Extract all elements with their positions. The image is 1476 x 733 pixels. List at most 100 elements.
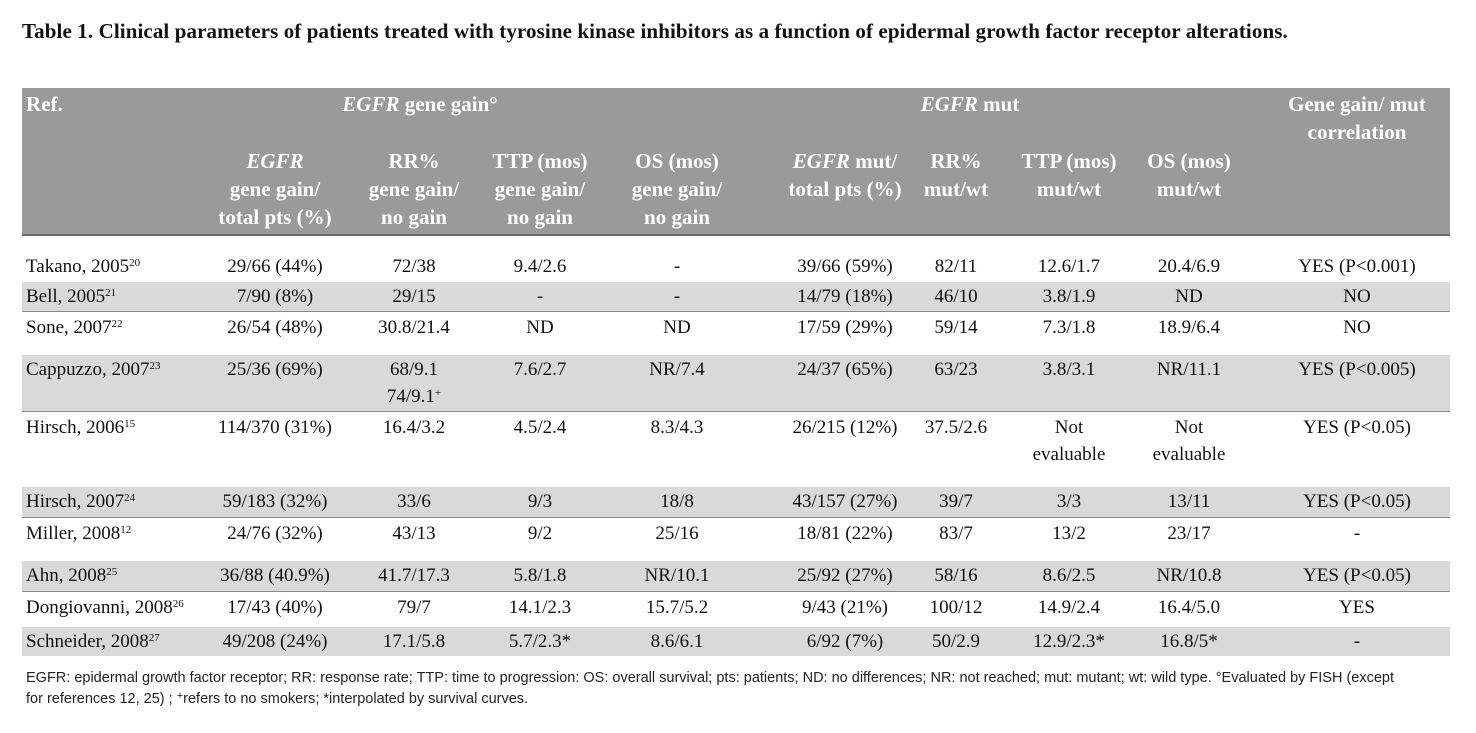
os-gain-cell: 8.6/6.1: [650, 631, 704, 652]
mut-total-cell: 26/215 (12%): [792, 417, 898, 438]
ref-cell: Hirsch, 200615: [26, 417, 136, 438]
corr-cell: YES (P<0.05): [1303, 417, 1411, 438]
os-mut-cell: Not evaluable: [1152, 417, 1226, 465]
table-row: [22, 561, 1450, 591]
header-mut-group: EGFR mut: [920, 92, 1020, 116]
mut-total-cell: 17/59 (29%): [797, 317, 893, 338]
gain-total-cell: 17/43 (40%): [227, 597, 323, 618]
corr-cell: -: [1353, 631, 1361, 652]
ttp-gain-cell: 14.1/2.3: [508, 597, 572, 618]
rr-gain-cell: 29/15: [392, 286, 436, 307]
ttp-mut-cell: 12.9/2.3*: [1033, 631, 1105, 652]
rr-mut-cell: 83/7: [939, 523, 973, 544]
os-gain-cell: NR/7.4: [649, 359, 705, 380]
ttp-gain-cell: 7.6/2.7: [513, 359, 567, 380]
ttp-gain-cell: 5.8/1.8: [513, 565, 567, 586]
os-mut-cell: NR/11.1: [1156, 359, 1222, 380]
rr-mut-cell: 58/16: [934, 565, 978, 586]
header-os-gain: OS (mos) gene gain/ no gain: [631, 149, 723, 229]
table-caption: Table 1. Clinical parameters of patients…: [22, 19, 1288, 43]
header-ttp-gain: TTP (mos) gene gain/ no gain: [492, 149, 588, 229]
os-gain-cell: NR/10.1: [644, 565, 710, 586]
gain-total-cell: 26/54 (48%): [227, 317, 323, 338]
rr-mut-cell: 46/10: [934, 286, 978, 307]
rr-gain-cell: 68/9.1 74/9.1+: [386, 359, 442, 407]
gain-total-cell: 7/90 (8%): [236, 286, 314, 307]
os-mut-cell: 16.8/5*: [1160, 631, 1218, 652]
os-mut-cell: 18.9/6.4: [1157, 317, 1221, 338]
rr-mut-cell: 59/14: [934, 317, 978, 338]
gain-total-cell: 24/76 (32%): [227, 523, 323, 544]
ttp-gain-cell: 9.4/2.6: [513, 256, 567, 277]
ttp-mut-cell: Not evaluable: [1032, 417, 1106, 465]
os-mut-cell: 23/17: [1167, 523, 1211, 544]
corr-cell: NO: [1343, 317, 1371, 338]
ttp-mut-cell: 3.8/1.9: [1042, 286, 1096, 307]
os-gain-cell: 18/8: [660, 491, 694, 512]
table-row: [22, 355, 1450, 411]
table-row: [22, 282, 1450, 311]
corr-cell: -: [1353, 523, 1361, 544]
rr-mut-cell: 100/12: [929, 597, 983, 618]
table-row: [22, 487, 1450, 517]
corr-cell: YES: [1339, 597, 1375, 618]
os-mut-cell: 20.4/6.9: [1157, 256, 1221, 277]
corr-cell: YES (P<0.005): [1298, 359, 1416, 380]
mut-total-cell: 24/37 (65%): [797, 359, 893, 380]
rr-mut-cell: 82/11: [934, 256, 978, 277]
rr-mut-cell: 50/2.9: [931, 631, 981, 652]
os-mut-cell: 13/11: [1167, 491, 1211, 512]
header-ttp-mut: TTP (mos) mut/wt: [1021, 149, 1117, 201]
ref-cell: Takano, 200520: [26, 256, 141, 277]
ttp-mut-cell: 14.9/2.4: [1037, 597, 1101, 618]
corr-cell: YES (P<0.05): [1303, 565, 1411, 586]
corr-cell: YES (P<0.05): [1303, 491, 1411, 512]
corr-cell: YES (P<0.001): [1298, 256, 1416, 277]
gain-total-cell: 36/88 (40.9%): [220, 565, 330, 586]
header-rr-mut: RR% mut/wt: [923, 149, 989, 201]
ttp-gain-cell: 4.5/2.4: [513, 417, 567, 438]
row-divider: [22, 411, 1450, 412]
ttp-gain-cell: 9/2: [527, 523, 553, 544]
header-mut-total: EGFR mut/ total pts (%): [788, 149, 902, 201]
mut-total-cell: 14/79 (18%): [797, 286, 893, 307]
table-header: [22, 88, 1450, 234]
rr-gain-cell: 43/13: [392, 523, 436, 544]
ttp-mut-cell: 13/2: [1052, 523, 1086, 544]
ref-cell: Ahn, 200825: [26, 565, 118, 586]
header-correlation: Gene gain/ mut correlation: [1288, 92, 1426, 144]
os-gain-cell: 8.3/4.3: [650, 417, 704, 438]
mut-total-cell: 25/92 (27%): [797, 565, 893, 586]
ttp-mut-cell: 8.6/2.5: [1042, 565, 1096, 586]
os-gain-cell: 15.7/5.2: [645, 597, 709, 618]
ref-cell: Dongiovanni, 200826: [26, 597, 184, 618]
gain-total-cell: 114/370 (31%): [218, 417, 332, 438]
ttp-gain-cell: -: [536, 286, 544, 307]
os-mut-cell: ND: [1175, 286, 1203, 307]
table-footnote: EGFR: epidermal growth factor receptor; …: [26, 670, 1395, 707]
header-gene-gain-group: EGFR gene gain°: [342, 92, 498, 116]
rr-mut-cell: 37.5/2.6: [924, 417, 988, 438]
os-gain-cell: -: [673, 286, 681, 307]
ref-cell: Bell, 200521: [26, 286, 117, 307]
rr-gain-cell: 79/7: [397, 597, 431, 618]
rr-gain-cell: 33/6: [397, 491, 431, 512]
gain-total-cell: 29/66 (44%): [227, 256, 323, 277]
mut-total-cell: 6/92 (7%): [806, 631, 884, 652]
mut-total-cell: 43/157 (27%): [792, 491, 898, 512]
row-divider: [22, 234, 1450, 236]
mut-total-cell: 9/43 (21%): [801, 597, 888, 618]
ref-cell: Schneider, 200827: [26, 631, 160, 652]
table-row: [22, 627, 1450, 656]
ttp-gain-cell: 5.7/2.3*: [508, 631, 572, 652]
gain-total-cell: 59/183 (32%): [222, 491, 328, 512]
rr-gain-cell: 72/38: [392, 256, 436, 277]
header-ref: Ref.: [26, 92, 63, 116]
corr-cell: NO: [1343, 286, 1371, 307]
ttp-mut-cell: 3/3: [1056, 491, 1082, 512]
ttp-mut-cell: 3.8/3.1: [1042, 359, 1096, 380]
rr-gain-cell: 30.8/21.4: [378, 317, 450, 338]
ref-cell: Sone, 200722: [26, 317, 123, 338]
ttp-mut-cell: 12.6/1.7: [1037, 256, 1101, 277]
header-gene-gain-total: EGFR gene gain/ total pts (%): [218, 149, 332, 229]
